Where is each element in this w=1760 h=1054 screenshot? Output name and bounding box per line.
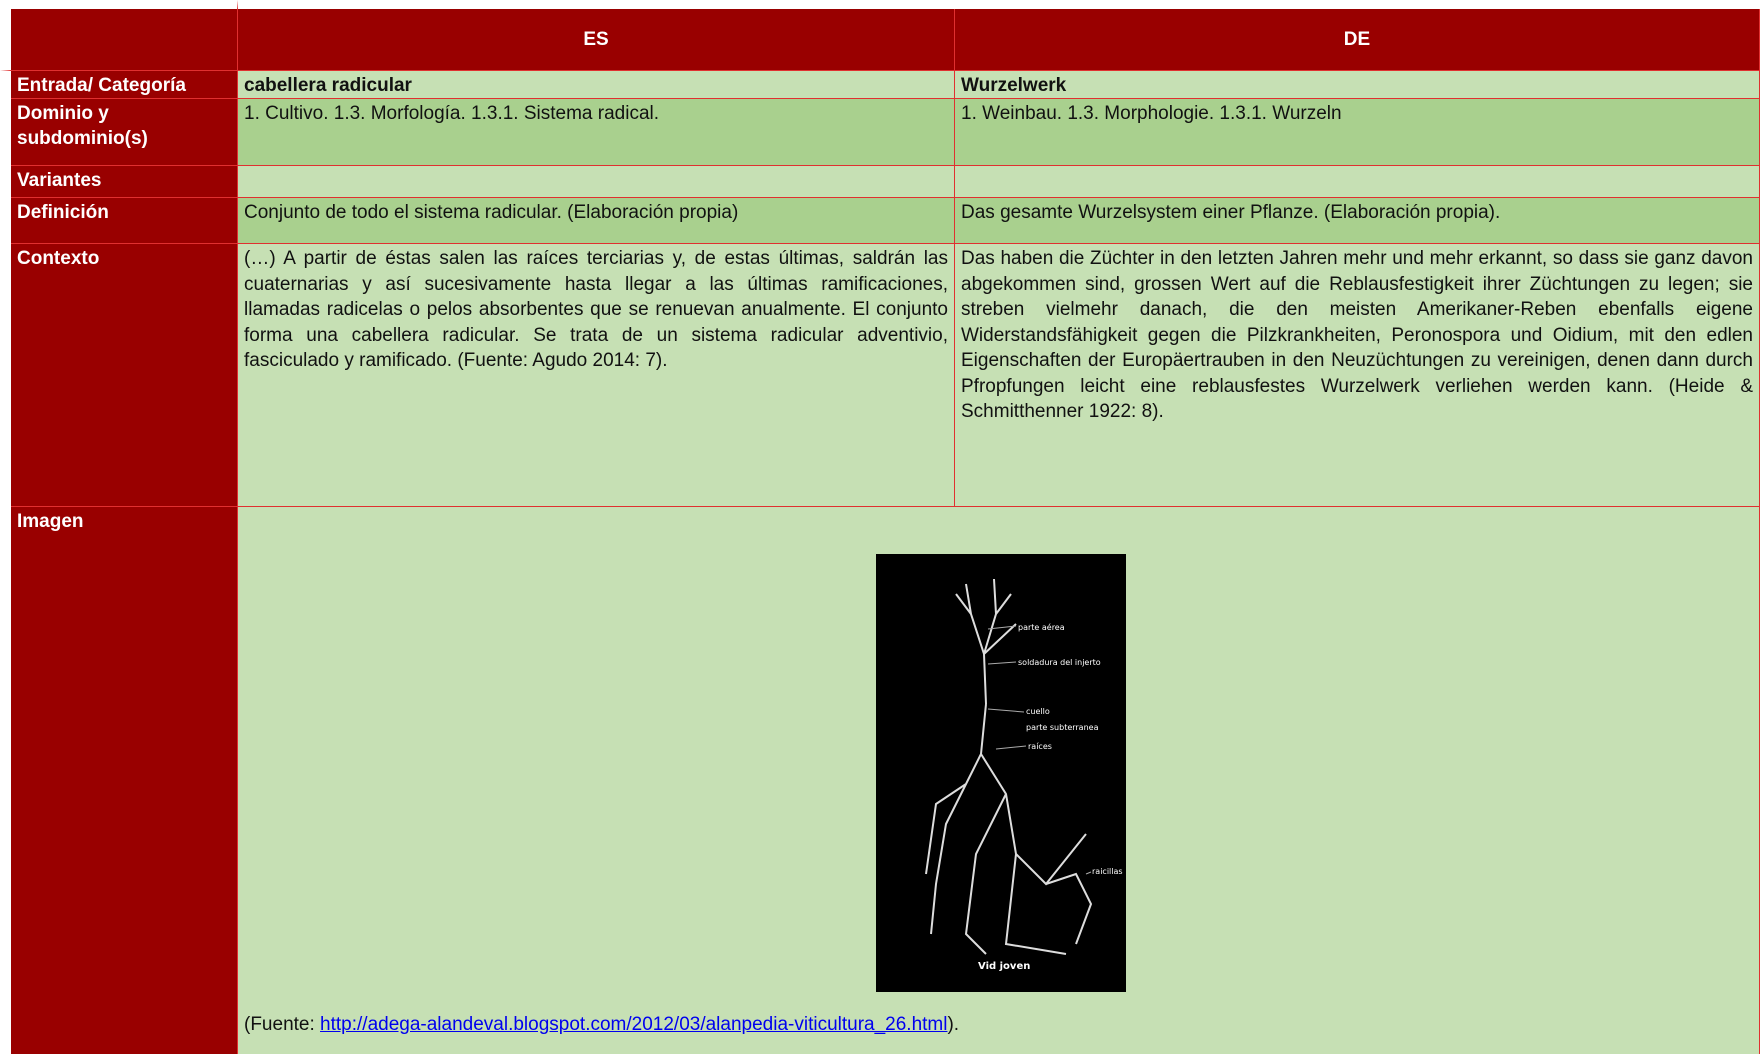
column-header: ES <box>238 9 955 71</box>
image-label: cuello <box>1026 707 1050 716</box>
cell: 1. Weinbau. 1.3. Morphologie. 1.3.1. Wur… <box>955 99 1760 166</box>
root-drawing <box>925 578 1093 955</box>
root-image: parte aérea soldadura del injerto cuello… <box>876 554 1126 992</box>
image-caption: Vid joven <box>978 961 1030 972</box>
cell <box>955 166 1760 198</box>
image-label: parte subterranea <box>1026 723 1099 732</box>
label-lines <box>987 625 1092 875</box>
row-label: Dominio y subdominio(s) <box>11 99 238 166</box>
row-label: Contexto <box>11 244 238 507</box>
image-source: (Fuente: http://adega-alandeval.blogspot… <box>244 1012 959 1037</box>
image-label: soldadura del injerto <box>1018 658 1101 667</box>
cell: (…) A partir de éstas salen las raíces t… <box>238 244 955 507</box>
source-text: (Fuente: <box>244 1014 321 1035</box>
image-cell: parte aérea soldadura del injerto cuello… <box>238 507 1760 1054</box>
column-header: DE <box>955 9 1760 71</box>
row-label: Entrada/ Categoría <box>11 71 238 99</box>
cell: Conjunto de todo el sistema radicular. (… <box>238 198 955 244</box>
source-text: ). <box>947 1014 960 1035</box>
row-label: Imagen <box>11 507 238 1054</box>
image-label: parte aérea <box>1018 622 1065 632</box>
source-link[interactable]: http://adega-alandeval.blogspot.com/2012… <box>320 1014 948 1035</box>
row-label: Definición <box>11 198 238 244</box>
cell: Das haben die Züchter in den letzten Jah… <box>955 244 1760 507</box>
image-label: raicillas <box>1092 867 1123 876</box>
cell: 1. Cultivo. 1.3. Morfología. 1.3.1. Sist… <box>238 99 955 166</box>
cell: cabellera radicular <box>238 71 955 99</box>
cell: Wurzelwerk <box>955 71 1760 99</box>
cell <box>238 166 955 198</box>
corner-cell <box>0 0 238 71</box>
image-label: raíces <box>1028 742 1052 751</box>
row-label: Variantes <box>11 166 238 198</box>
cell: Das gesamte Wurzelsystem einer Pflanze. … <box>955 198 1760 244</box>
